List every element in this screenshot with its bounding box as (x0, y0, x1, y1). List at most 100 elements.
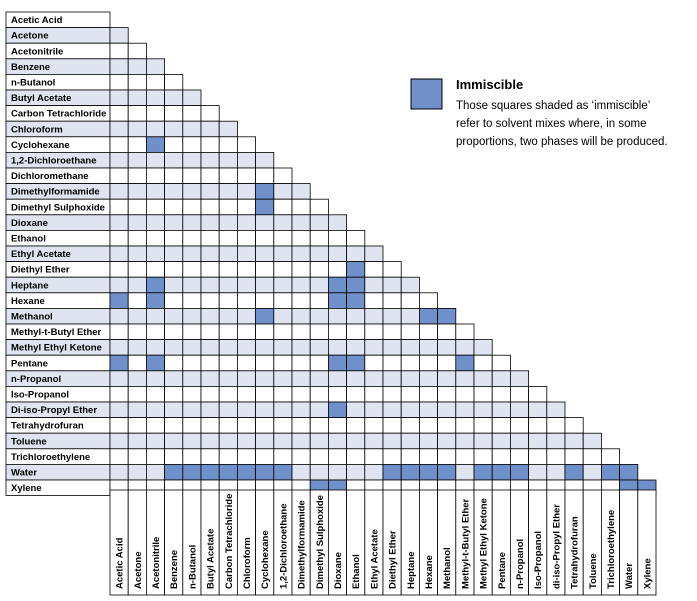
cell-immiscible (418, 463, 438, 481)
cell-miscible (546, 432, 566, 450)
cell-miscible (182, 261, 202, 278)
cell-miscible (109, 370, 129, 387)
cell-miscible (236, 417, 256, 434)
cell-miscible (564, 432, 584, 450)
row-label-pentane: Pentane (11, 358, 48, 369)
cell-miscible (582, 463, 602, 481)
cell-miscible (200, 136, 220, 153)
cell-miscible (528, 417, 548, 434)
cell-miscible (145, 417, 165, 434)
cell-miscible (473, 401, 493, 419)
cell-miscible (127, 276, 147, 294)
cell-miscible (546, 401, 566, 419)
cell-miscible (255, 323, 275, 341)
cell-immiscible (255, 307, 275, 325)
cell-miscible (400, 448, 420, 465)
legend-immiscible-swatch (410, 78, 443, 110)
cell-miscible (418, 448, 438, 465)
row-label-acetic-acid: Acetic Acid (11, 15, 63, 26)
cell-miscible (236, 261, 256, 278)
row-label-methyl-t-butyl-ether: Methyl-t-Butyl Ether (11, 327, 102, 338)
column-label-diethyl-ether: Diethyl Ether (388, 530, 399, 589)
cell-miscible (127, 183, 147, 200)
cell-miscible (145, 385, 165, 403)
cell-miscible (127, 432, 147, 450)
column-label-toluene: Toluene (588, 553, 599, 589)
cell-miscible (418, 385, 438, 403)
cell-miscible (164, 276, 184, 294)
cell-miscible (109, 339, 129, 356)
cell-miscible (164, 198, 184, 216)
cell-immiscible (346, 261, 366, 278)
cell-immiscible (218, 463, 238, 481)
cell-miscible (182, 89, 202, 107)
cell-miscible (218, 370, 238, 387)
cell-miscible (382, 307, 402, 325)
cell-miscible (182, 385, 202, 403)
cell-miscible (309, 385, 329, 403)
cell-miscible (218, 385, 238, 403)
cell-miscible (291, 385, 311, 403)
cell-miscible (437, 323, 457, 341)
cell-miscible (236, 339, 256, 356)
cell-miscible (182, 105, 202, 122)
cell-miscible (236, 432, 256, 450)
cell-miscible (127, 417, 147, 434)
cell-miscible (164, 354, 184, 372)
cell-miscible (364, 261, 384, 278)
legend-description-line-3: proportions, two phases will be produced… (456, 136, 668, 148)
cell-miscible (127, 354, 147, 372)
row-label-hexane: Hexane (11, 296, 45, 307)
cell-miscible (182, 401, 202, 419)
cell-miscible (364, 385, 384, 403)
cell-miscible (127, 401, 147, 419)
cell-miscible (473, 432, 493, 450)
miscibility-grid (109, 27, 657, 497)
cell-miscible (200, 120, 220, 138)
cell-miscible (145, 448, 165, 465)
cell-miscible (418, 339, 438, 356)
cell-miscible (236, 229, 256, 247)
cell-miscible (236, 385, 256, 403)
cell-miscible (473, 370, 493, 387)
cell-miscible (291, 448, 311, 465)
cell-miscible (200, 151, 220, 169)
column-label-cyclohexane: Cyclohexane (260, 530, 271, 589)
column-label-1-2-dichloroethane: 1,2-Dichloroethane (278, 503, 289, 589)
cell-miscible (437, 339, 457, 356)
cell-miscible (346, 417, 366, 434)
cell-miscible (164, 261, 184, 278)
cell-miscible (528, 401, 548, 419)
cell-miscible (473, 354, 493, 372)
cell-miscible (437, 432, 457, 450)
cell-miscible (164, 323, 184, 341)
row-label-butyl-acetate: Butyl Acetate (11, 93, 71, 104)
cell-miscible (382, 354, 402, 372)
cell-miscible (273, 339, 293, 356)
cell-immiscible (109, 354, 129, 372)
cell-miscible (200, 323, 220, 341)
cell-miscible (218, 339, 238, 356)
cell-miscible (255, 261, 275, 278)
row-label-dichloromethane: Dichloromethane (11, 171, 89, 182)
cell-miscible (255, 370, 275, 387)
cell-miscible (127, 448, 147, 465)
cell-miscible (364, 307, 384, 325)
cell-miscible (291, 198, 311, 216)
cell-miscible (164, 417, 184, 434)
cell-miscible (164, 432, 184, 450)
cell-miscible (236, 401, 256, 419)
cell-miscible (273, 276, 293, 294)
cell-miscible (273, 448, 293, 465)
cell-miscible (364, 448, 384, 465)
cell-miscible (145, 261, 165, 278)
cell-miscible (164, 120, 184, 138)
cell-miscible (182, 120, 202, 138)
cell-miscible (200, 198, 220, 216)
column-label-dimethyl-sulphoxide: Dimethyl Sulphoxide (315, 495, 326, 589)
column-label-methyl-ethyl-ketone: Methyl Ethyl Ketone (479, 498, 490, 589)
cell-miscible (109, 432, 129, 450)
cell-miscible (255, 151, 275, 169)
cell-immiscible (437, 307, 457, 325)
cell-miscible (346, 401, 366, 419)
